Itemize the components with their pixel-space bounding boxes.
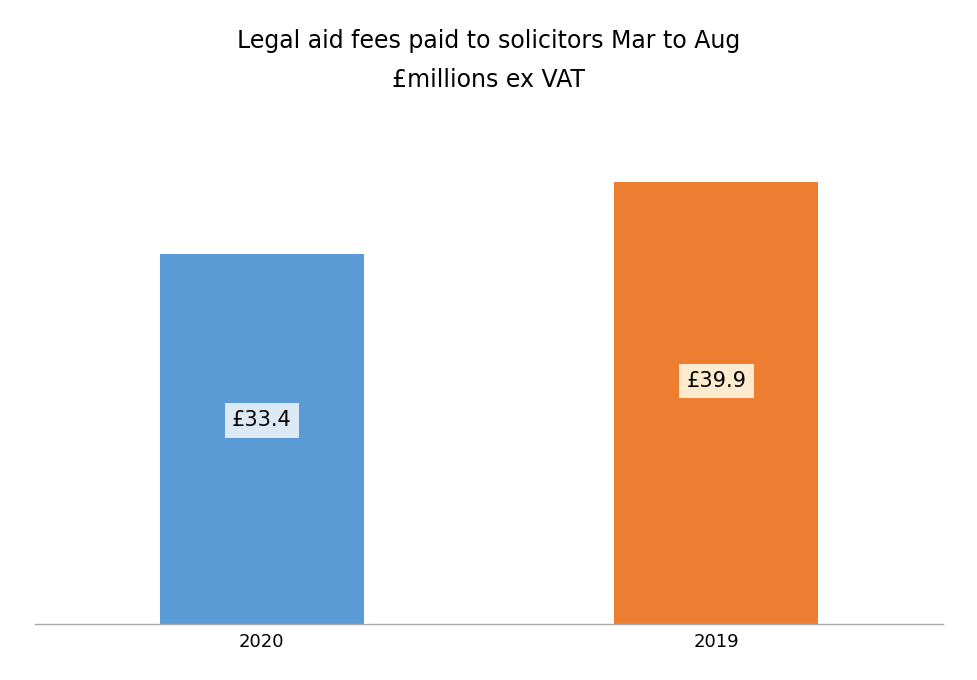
Bar [159,254,363,624]
Title: Legal aid fees paid to solicitors Mar to Aug
£millions ex VAT: Legal aid fees paid to solicitors Mar to… [237,29,740,92]
Text: £33.4: £33.4 [232,410,291,430]
Text: £39.9: £39.9 [686,371,745,391]
Bar [614,182,818,624]
